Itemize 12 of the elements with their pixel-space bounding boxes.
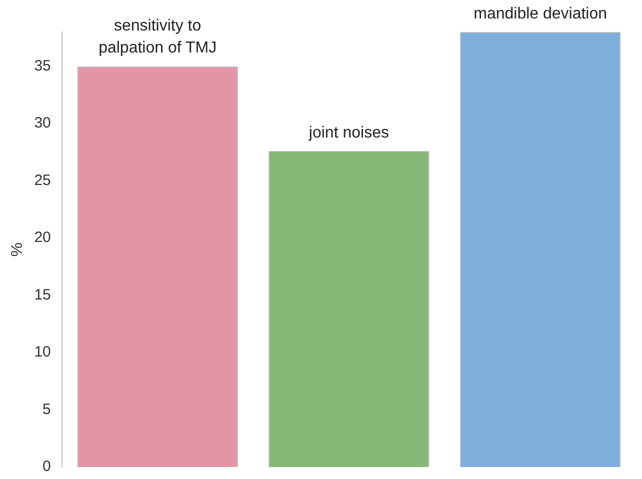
x-tick-label: mandible deviation (474, 5, 608, 22)
y-tick-label: 5 (42, 400, 51, 418)
y-tick-label: 0 (42, 458, 51, 476)
x-tick-label: sensitivity to palpation of TMJ (98, 18, 217, 57)
x-tick-label: joint noises (308, 124, 389, 142)
y-tick-label: 20 (34, 229, 51, 246)
y-tick-label: 15 (34, 286, 51, 304)
y-tick-label: 30 (34, 114, 51, 132)
y-tick-label: 10 (34, 344, 51, 361)
y-axis-title: % (9, 242, 26, 257)
y-tick-label: 35 (34, 57, 51, 74)
y-tick-label: 25 (34, 172, 51, 189)
